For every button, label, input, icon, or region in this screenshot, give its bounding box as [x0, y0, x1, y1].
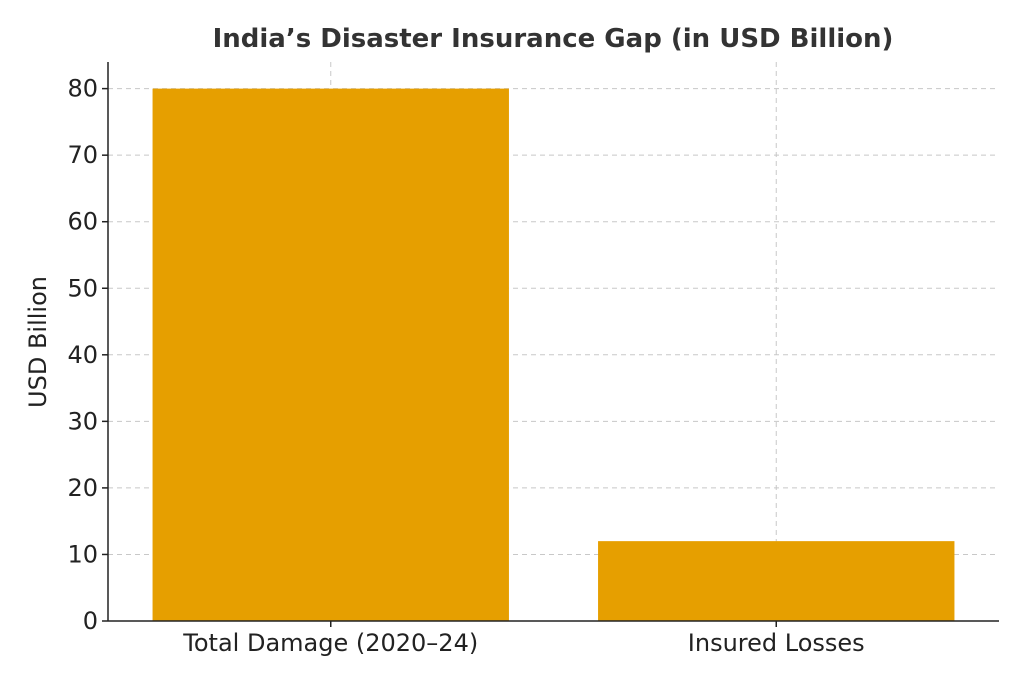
y-tick-label: 60	[67, 208, 98, 236]
bar-insured-losses	[598, 541, 955, 621]
x-tick-label: Insured Losses	[688, 629, 865, 657]
x-ticks: Total Damage (2020–24) Insured Losses	[182, 621, 865, 657]
y-tick-label: 40	[67, 341, 98, 369]
bar-total-damage	[152, 88, 509, 622]
y-tick-label: 0	[83, 607, 98, 635]
y-ticks: 0 10 20 30 40 50 60 70 80	[67, 75, 108, 635]
chart-title: India’s Disaster Insurance Gap (in USD B…	[213, 24, 894, 54]
x-tick-label: Total Damage (2020–24)	[182, 629, 478, 657]
y-tick-label: 30	[67, 407, 98, 435]
y-tick-label: 70	[67, 141, 98, 169]
y-tick-label: 50	[67, 274, 98, 302]
y-tick-label: 10	[67, 540, 98, 568]
bars	[152, 88, 955, 622]
y-axis-label: USD Billion	[24, 276, 52, 408]
y-tick-label: 20	[67, 474, 98, 502]
y-tick-label: 80	[67, 75, 98, 103]
